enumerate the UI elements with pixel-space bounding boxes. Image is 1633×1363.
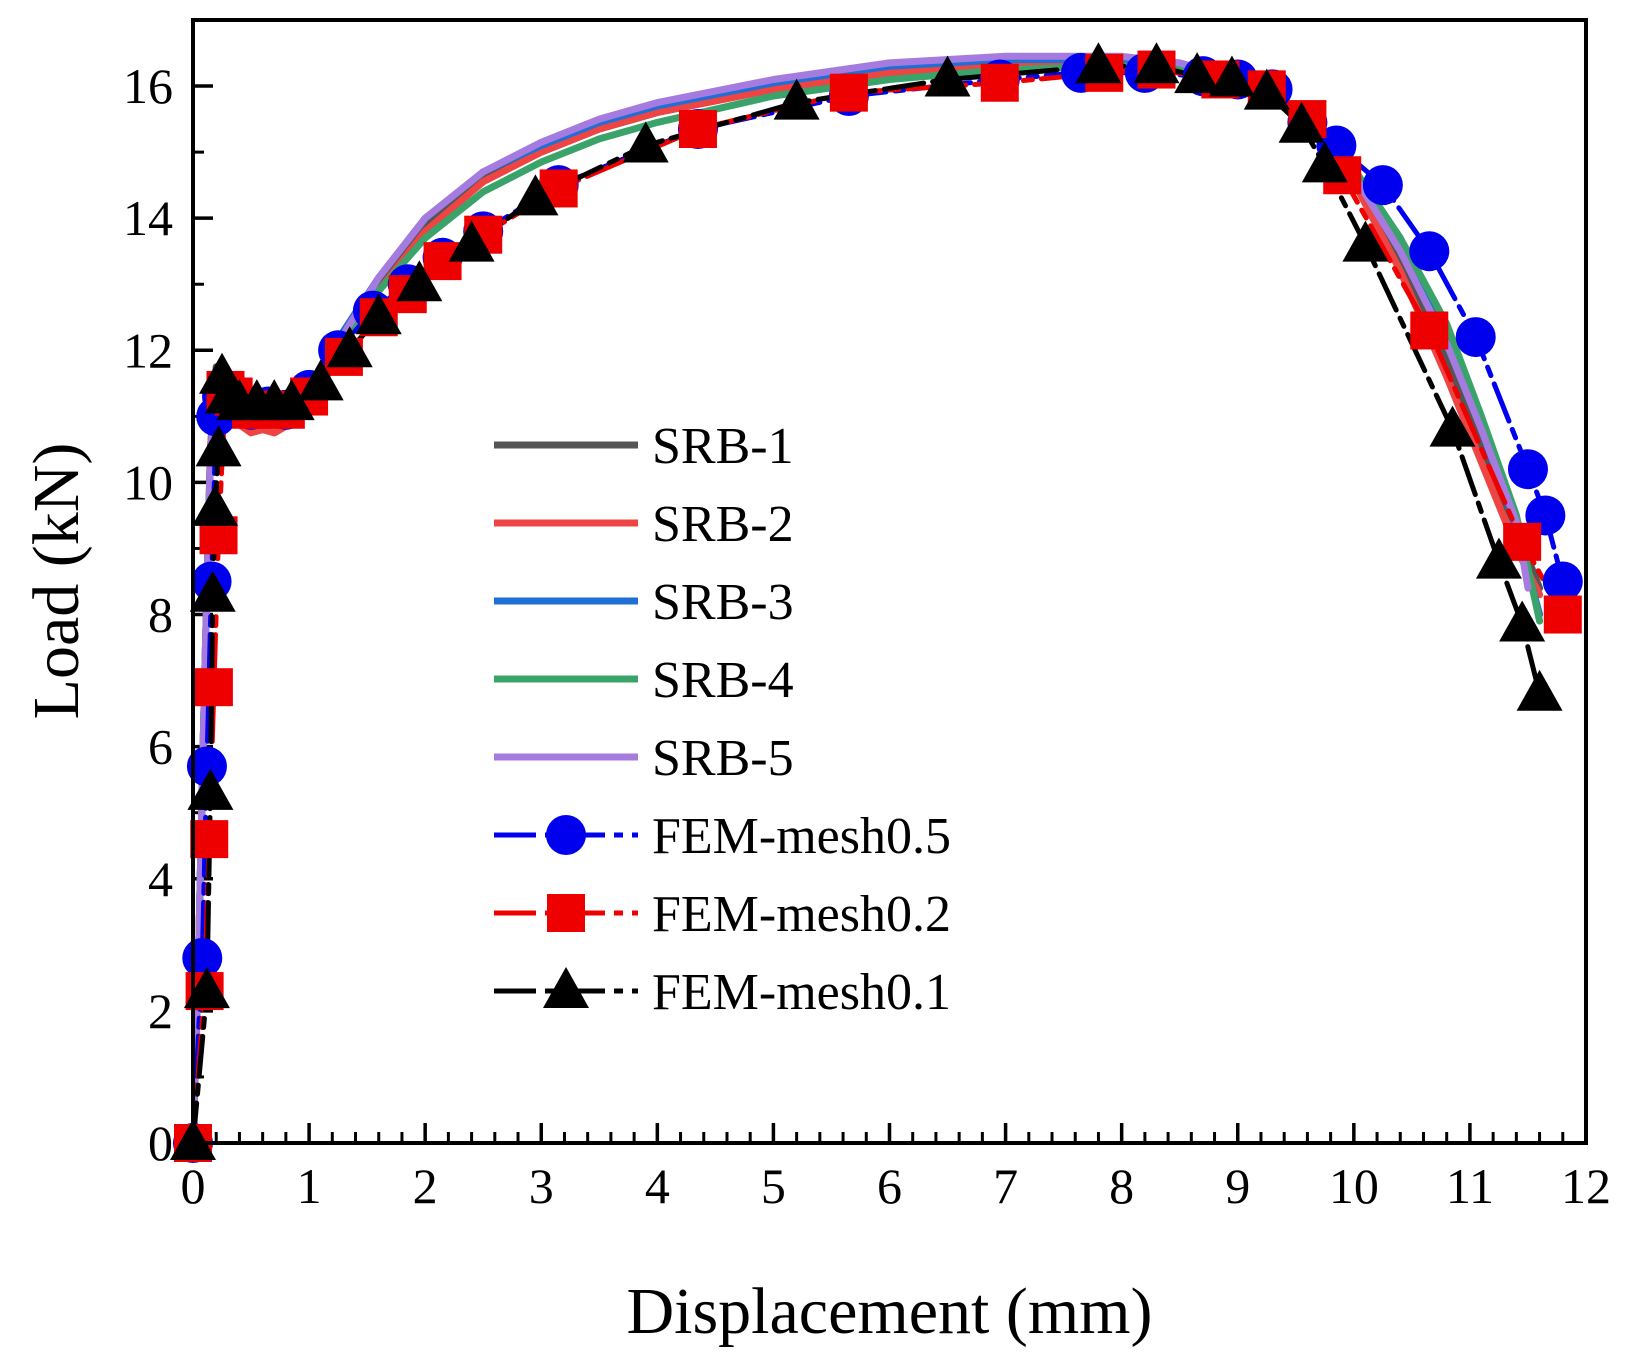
data-point-fem-mesh0-5 [1507,449,1548,490]
data-point-fem-mesh0-1 [1301,141,1348,183]
x-tick-label: 8 [1109,1158,1134,1214]
x-tick-label: 6 [877,1158,902,1214]
data-point-fem-mesh0-1 [396,260,443,302]
data-point-fem-mesh0-1 [1075,42,1122,84]
y-tick-label: 8 [148,587,173,643]
data-point-fem-mesh0-2 [1410,311,1449,350]
data-point-fem-mesh0-5 [186,746,227,787]
data-point-fem-mesh0-2 [829,73,868,112]
legend-label: FEM-mesh0.5 [652,808,951,865]
data-point-fem-mesh0-1 [1429,405,1476,447]
x-tick-label: 10 [1329,1158,1379,1214]
legend-label: FEM-mesh0.1 [652,964,951,1021]
legend-label: SRB-4 [652,652,794,709]
data-point-fem-mesh0-1 [183,967,230,1009]
x-tick-label: 12 [1561,1158,1611,1214]
legend-label: SRB-1 [652,418,794,475]
x-tick-label: 9 [1225,1158,1250,1214]
data-point-fem-mesh0-1 [924,55,971,97]
data-point-fem-mesh0-1 [1278,101,1325,143]
x-tick-label: 11 [1446,1158,1494,1214]
data-point-fem-mesh0-1 [512,174,559,216]
legend-label: SRB-5 [652,730,794,787]
data-point-fem-mesh0-2 [194,668,233,707]
data-point-fem-mesh0-1 [297,359,344,401]
y-tick-label: 6 [148,719,173,775]
data-point-fem-mesh0-1 [268,379,315,421]
legend-label: SRB-3 [652,574,794,631]
data-point-fem-mesh0-1 [355,293,402,335]
data-point-fem-mesh0-1 [1243,68,1290,110]
data-point-fem-mesh0-5 [182,938,223,979]
data-point-fem-mesh0-1 [187,768,234,810]
y-tick-label: 2 [148,983,173,1039]
data-point-fem-mesh0-2 [190,820,229,859]
x-tick-label: 4 [645,1158,670,1214]
legend-marker [543,967,589,1008]
data-point-fem-mesh0-1 [448,220,495,262]
x-tick-label: 2 [413,1158,438,1214]
data-point-fem-mesh0-5 [1362,165,1403,206]
data-point-fem-mesh0-1 [1174,52,1221,94]
data-point-fem-mesh0-1 [1516,669,1563,711]
data-point-fem-mesh0-5 [1409,231,1450,272]
data-point-fem-mesh0-2 [678,109,717,148]
data-point-fem-mesh0-1 [326,326,373,368]
y-tick-label: 16 [123,58,173,114]
y-axis-title: Load (kN) [20,443,93,720]
data-point-fem-mesh0-2 [980,63,1019,102]
legend-marker [547,894,585,932]
x-tick-label: 3 [529,1158,554,1214]
data-point-fem-mesh0-1 [1475,537,1522,579]
data-point-fem-mesh0-1 [773,78,820,120]
plot-frame [191,18,1588,1145]
series-markers [170,42,1583,1163]
data-point-fem-mesh0-1 [622,121,669,163]
x-tick-label: 5 [761,1158,786,1214]
data-point-fem-mesh0-1 [192,484,239,526]
legend-label: SRB-2 [652,496,794,553]
data-point-fem-mesh0-1 [189,570,236,612]
legend: SRB-1 SRB-2 SRB-3 SRB-4 SRB-5 FEM-mesh0.5 FEM-… [494,418,951,1021]
y-tick-label: 4 [148,851,173,907]
data-point-fem-mesh0-1 [195,425,242,467]
y-tick-label: 10 [123,454,173,510]
data-point-fem-mesh0-5 [1455,317,1496,358]
legend-marker [546,815,586,855]
legend-label: FEM-mesh0.2 [652,886,951,943]
x-tick-label: 7 [993,1158,1018,1214]
x-tick-label: 0 [181,1158,206,1214]
data-point-fem-mesh0-1 [1208,55,1255,97]
data-point-fem-mesh0-5 [1542,561,1583,602]
data-point-fem-mesh0-2 [1543,595,1582,634]
x-tick-label: 1 [297,1158,322,1214]
y-tick-label: 12 [123,322,173,378]
data-point-fem-mesh0-2 [1503,522,1542,561]
y-tick-label: 0 [148,1115,173,1171]
y-tick-label: 14 [123,190,173,246]
data-point-fem-mesh0-1 [1499,600,1546,642]
data-point-fem-mesh0-1 [1133,42,1180,84]
x-axis-title: Displacement (mm) [626,1275,1152,1348]
data-point-fem-mesh0-1 [1342,220,1389,262]
